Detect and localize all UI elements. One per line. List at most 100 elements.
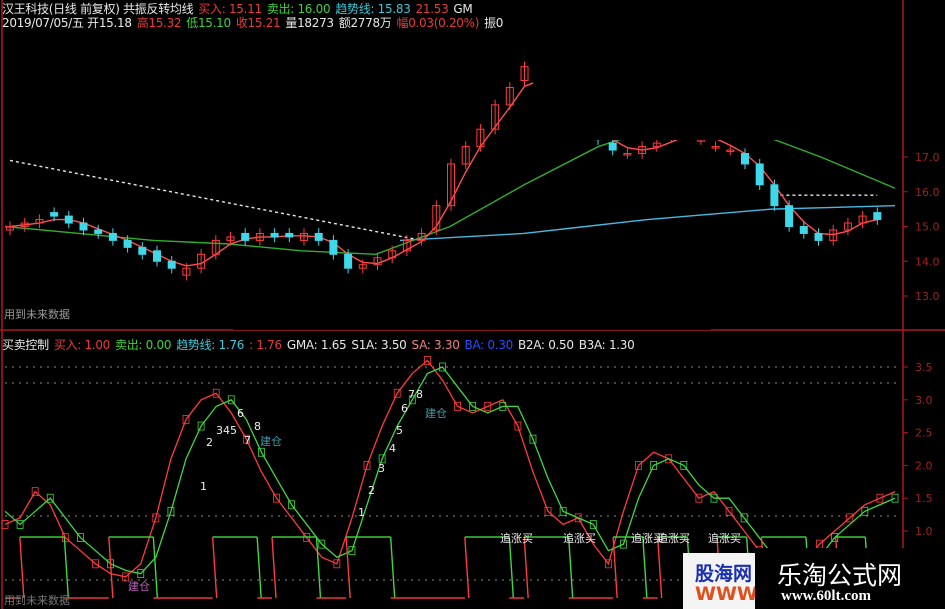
y-tick-label: 3.5 [915, 361, 933, 374]
header-field: 量18273 [285, 16, 334, 30]
sequence-label: 3 [378, 462, 385, 475]
y-tick-label: 13.0 [915, 290, 940, 303]
candle-body [138, 246, 147, 255]
signal-transition [315, 536, 322, 599]
header-field: 低15.10 [186, 16, 231, 30]
indicator-box-mark [363, 460, 371, 470]
candle-body [94, 229, 103, 234]
watermark-title: 乐淘公式网 [777, 561, 903, 590]
candle-body [255, 232, 264, 241]
candle-body [123, 239, 132, 248]
header-field: 汉王科技(日线 前复权) 共振反转均线 [2, 2, 194, 16]
indicator-box-mark [197, 421, 205, 431]
indicator-box-mark [31, 487, 39, 497]
indicator-box-mark [589, 520, 597, 529]
signal-transition [464, 536, 470, 599]
sequence-label: 1 [358, 506, 365, 519]
sequence-label: 5 [396, 424, 403, 437]
candle-body [711, 146, 720, 149]
candle-body [153, 250, 161, 262]
indicator-box-mark [876, 493, 884, 503]
y-tick-label: 17.0 [915, 151, 940, 164]
header-field: 卖出: 16.00 [266, 2, 331, 16]
candle-body [829, 229, 838, 241]
indicator-header: 买卖控制 买入: 1.00 卖出: 0.00 趋势线: 1.76: 1.76 GMA: … [2, 336, 639, 353]
indicator-box-mark [288, 500, 296, 510]
signal-transition [642, 536, 648, 599]
candle-body [843, 222, 852, 231]
header-field: B3A: 1.30 [578, 338, 635, 352]
y-tick-label: 1.0 [915, 525, 933, 538]
signal-transition [567, 536, 574, 599]
indicator-box-mark [484, 401, 492, 411]
indicator-box-mark [740, 513, 748, 523]
indicator-box-mark [242, 434, 250, 444]
indicator-box-mark [152, 513, 160, 523]
candle-body [623, 153, 632, 156]
sequence-label: 4 [223, 424, 230, 437]
header-field: SA: 3.30 [411, 338, 460, 352]
candle-body [314, 232, 323, 241]
candle-body [461, 146, 470, 165]
candle-body [50, 212, 59, 217]
signal-transition [345, 536, 351, 599]
signal-transition [612, 536, 618, 599]
chase-buy-label: 追涨买 [657, 532, 690, 545]
indicator-box-mark [212, 388, 220, 398]
candle-body [741, 153, 749, 165]
candle-body [755, 163, 764, 186]
indicator-box-mark [1, 520, 9, 529]
indicator-box-mark [318, 539, 326, 549]
indicator-red-line [4, 359, 896, 578]
watermark-url: www.60lt.com [781, 588, 871, 604]
header-field: 2019/07/05/五 开15.18 [2, 16, 132, 30]
candle-body [417, 232, 426, 241]
candle-body [6, 226, 14, 231]
indicator-box-mark [620, 539, 627, 549]
indicator-box-mark [680, 460, 688, 470]
sequence-label: 6 [401, 402, 408, 415]
indicator-box-mark [635, 460, 642, 470]
indicator-box-mark [408, 395, 416, 405]
signal-transition [108, 536, 114, 599]
candle-body [785, 205, 794, 227]
candle-body [388, 250, 397, 259]
indicator-box-mark [891, 493, 899, 503]
ma-green-line [4, 121, 896, 256]
candle-body [858, 215, 867, 224]
candle-body [770, 184, 779, 207]
signal-transition [211, 536, 218, 599]
candle-body [108, 232, 117, 241]
indicator-box-mark [544, 506, 552, 516]
candle-body [447, 163, 455, 207]
indicator-box-mark [725, 506, 733, 516]
signal-transition [523, 536, 529, 599]
candle-body [873, 212, 882, 221]
indicator-box-mark [182, 415, 190, 424]
signal-transition [63, 536, 70, 599]
candle-body [799, 226, 808, 234]
header-field: B2A: 0.50 [517, 338, 574, 352]
price-header-line2: 2019/07/05/五 开15.18 高15.32 低15.10 收15.21 量18… [2, 14, 508, 31]
header-field: 收15.21 [235, 16, 281, 30]
indicator-box-mark [16, 520, 24, 529]
header-field: 买卖控制 [2, 338, 49, 352]
signal-transition [256, 536, 262, 599]
candle-body [35, 219, 44, 224]
indicator-box-mark [137, 569, 145, 579]
future-data-note-bottom: 用到未来数据 [4, 594, 70, 607]
indicator-box-mark [439, 362, 446, 372]
indicator-box-mark [122, 572, 130, 582]
candle-body [402, 239, 411, 252]
indicator-box-mark [559, 506, 567, 516]
header-field: 趋势线: 1.76 [176, 338, 245, 352]
indicator-box-mark [273, 493, 280, 503]
sequence-label: 8 [416, 388, 423, 401]
redaction-box-top [533, 0, 901, 140]
candle-body [79, 222, 88, 231]
candle-body [638, 146, 647, 155]
redaction-box-middle [233, 280, 711, 330]
ma-white-line [9, 159, 422, 242]
header-field: : 1.76 [249, 338, 282, 352]
price-header-line1: 汉王科技(日线 前复权) 共振反转均线 买入: 15.11 卖出: 16.00 趋势线… [2, 0, 477, 17]
